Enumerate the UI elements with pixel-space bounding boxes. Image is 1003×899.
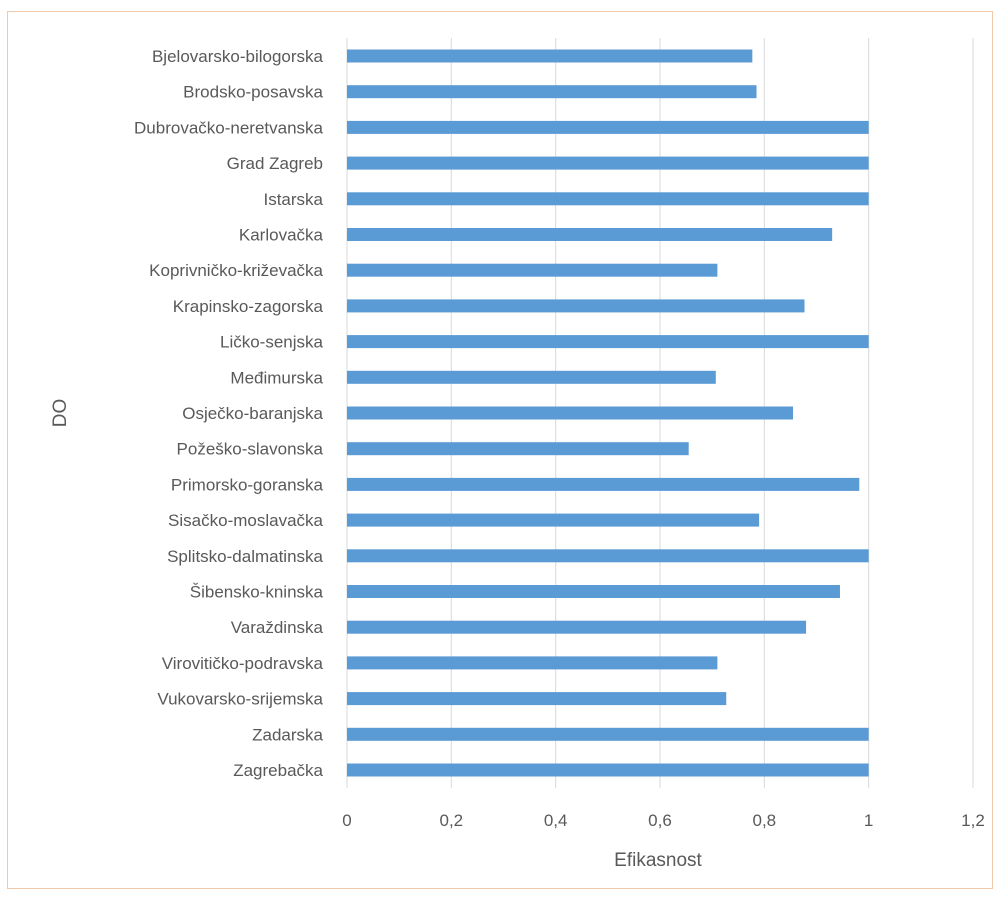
bar [347,406,794,420]
x-tick-label: 0,6 [648,811,672,830]
bars [347,49,869,777]
category-label: Osječko-baranjska [182,404,323,423]
x-axis-title: Efikasnost [614,850,702,871]
bar [347,727,869,741]
x-tick-label: 1,2 [961,811,985,830]
bar [347,477,860,491]
category-label: Virovitičko-podravska [162,654,324,673]
bar [347,513,760,527]
bar [347,620,807,634]
category-label: Grad Zagreb [227,154,323,173]
bar [347,692,727,706]
bar [347,299,805,313]
y-axis-title: DO [50,399,71,428]
bar [347,85,757,99]
x-tick-label: 0,4 [544,811,568,830]
bar [347,763,869,777]
bar [347,549,869,563]
category-labels: Bjelovarsko-bilogorska Brodsko-posavska Du… [134,47,324,780]
x-tick-label: 0 [342,811,351,830]
category-label: Šibensko-kninska [190,583,324,602]
category-label: Vukovarsko-srijemska [157,690,323,709]
category-label: Brodsko-posavska [183,83,323,102]
bar [347,263,718,277]
category-label: Varaždinska [231,618,324,637]
x-tick-labels: 0 0,2 0,4 0,6 0,8 1 1,2 [342,811,985,830]
category-label: Zadarska [252,725,323,744]
category-label: Međimurska [230,368,323,387]
category-label: Sisačko-moslavačka [168,511,323,530]
category-label: Požeško-slavonska [177,440,324,459]
x-tick-label: 0,2 [440,811,464,830]
bar [347,120,869,134]
bar [347,585,840,598]
bar [347,335,869,349]
category-label: Bjelovarsko-bilogorska [152,47,324,66]
bar [347,442,689,456]
x-tick-label: 1 [864,811,873,830]
category-label: Dubrovačko-neretvanska [134,118,324,137]
category-label: Ličko-senjska [220,333,324,352]
x-tick-label: 0,8 [753,811,777,830]
category-label: Istarska [263,190,323,209]
bar [347,656,718,670]
category-label: Krapinsko-zagorska [173,297,324,316]
bar [347,192,869,206]
category-label: Karlovačka [239,226,324,245]
category-label: Primorsko-goranska [171,475,324,494]
category-label: Splitsko-dalmatinska [167,547,323,566]
bar [347,156,869,170]
bar [347,49,753,63]
category-label: Zagrebačka [233,761,323,780]
category-label: Koprivničko-križevačka [149,261,323,280]
bar [347,370,716,384]
bar [347,228,833,241]
